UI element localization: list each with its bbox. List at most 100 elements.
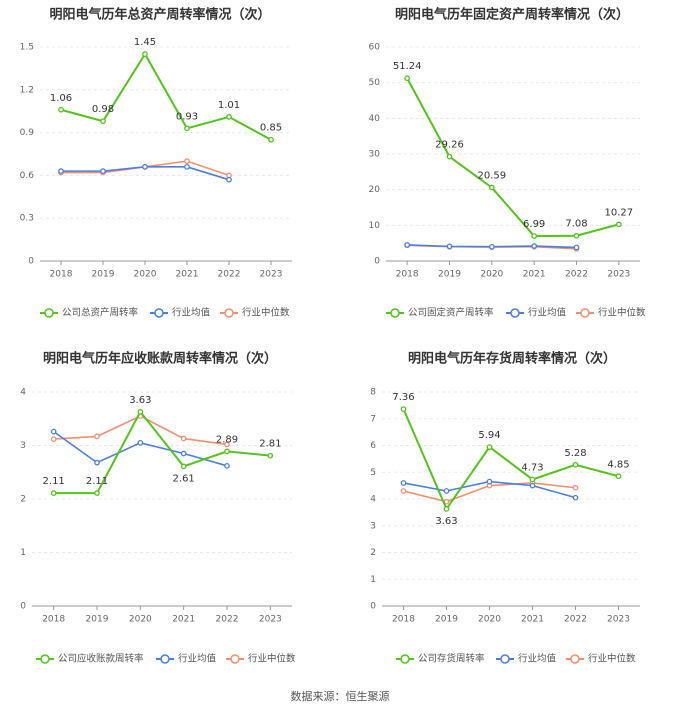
data-point[interactable] xyxy=(446,243,453,250)
data-point[interactable] xyxy=(443,506,450,512)
legend-item-industry-average[interactable]: 行业均值 xyxy=(150,307,211,319)
legend-label: 行业均值 xyxy=(518,653,557,665)
data-source-label: 数据来源：恒生聚源 xyxy=(290,690,390,703)
data-point[interactable] xyxy=(529,482,536,489)
data-point[interactable] xyxy=(58,168,64,174)
data-point[interactable] xyxy=(400,406,407,412)
data-point[interactable] xyxy=(184,163,190,170)
data-point[interactable] xyxy=(443,488,450,494)
data-label: 5.94 xyxy=(478,430,500,441)
data-point[interactable] xyxy=(137,408,144,415)
data-label: 5.28 xyxy=(564,448,586,459)
data-point[interactable] xyxy=(400,488,407,494)
legend-item-company[interactable]: 公司固定资产周转率 xyxy=(386,307,494,319)
y-tick-label: 1 xyxy=(20,548,26,558)
y-tick-label: 0.6 xyxy=(20,171,35,181)
data-label: 0.98 xyxy=(92,104,114,115)
data-point[interactable] xyxy=(404,242,411,248)
data-point[interactable] xyxy=(94,433,100,440)
data-point[interactable] xyxy=(488,184,495,191)
data-point[interactable] xyxy=(224,462,230,469)
data-point[interactable] xyxy=(142,163,148,170)
chart-panel-2: 明阳电气历年固定资产周转率情况（次） 0 10 20 30 40 50 60 2018 2019 2… xyxy=(369,7,646,319)
legend-marker-icon xyxy=(390,308,400,318)
data-point[interactable] xyxy=(572,461,579,468)
data-point[interactable] xyxy=(142,51,148,57)
x-tick-label: 2021 xyxy=(521,615,544,625)
data-point[interactable] xyxy=(267,452,274,459)
data-point[interactable] xyxy=(446,153,453,160)
data-point[interactable] xyxy=(615,221,622,228)
series-line-company xyxy=(402,408,619,511)
legend-item-industry-median[interactable]: 行业中位数 xyxy=(576,307,646,319)
y-tick-label: 60 xyxy=(369,43,381,53)
data-point[interactable] xyxy=(226,114,232,120)
x-tick-label: 2019 xyxy=(92,270,115,280)
legend-item-industry-median[interactable]: 行业中位数 xyxy=(226,653,296,665)
data-point[interactable] xyxy=(268,136,274,143)
data-point[interactable] xyxy=(531,243,538,249)
legend-item-company[interactable]: 公司存货周转率 xyxy=(396,653,485,665)
legend-item-industry-median[interactable]: 行业中位数 xyxy=(220,307,290,319)
legend-marker-icon xyxy=(400,654,410,664)
data-point[interactable] xyxy=(94,459,100,466)
data-point[interactable] xyxy=(573,244,580,251)
data-point[interactable] xyxy=(400,480,407,486)
data-point[interactable] xyxy=(180,463,187,470)
data-point[interactable] xyxy=(180,450,187,457)
data-point[interactable] xyxy=(488,243,495,250)
data-label: 1.01 xyxy=(218,100,240,111)
y-tick-label: 0 xyxy=(374,257,380,267)
data-point[interactable] xyxy=(137,439,144,446)
data-point[interactable] xyxy=(486,444,493,450)
legend-marker-icon xyxy=(154,308,164,318)
data-point[interactable] xyxy=(404,75,411,82)
x-tick-label: 2022 xyxy=(218,270,241,280)
data-point[interactable] xyxy=(180,435,187,442)
data-point[interactable] xyxy=(100,168,106,174)
y-tick-label: 2 xyxy=(20,495,26,505)
legend-item-industry-average[interactable]: 行业均值 xyxy=(506,307,567,319)
data-point[interactable] xyxy=(58,106,64,113)
legend-item-industry-median[interactable]: 行业中位数 xyxy=(566,653,636,665)
legend-item-industry-average[interactable]: 行业均值 xyxy=(496,653,557,665)
legend-label: 公司存货周转率 xyxy=(418,653,485,665)
data-label: 20.59 xyxy=(478,171,507,182)
chart-title: 明阳电气历年应收账款周转率情况（次） xyxy=(43,351,277,367)
y-tick-label: 6 xyxy=(370,441,376,451)
data-point[interactable] xyxy=(573,232,580,239)
legend-marker-icon xyxy=(570,654,580,664)
data-label: 7.36 xyxy=(392,392,414,403)
legend-item-company[interactable]: 公司总资产周转率 xyxy=(40,307,139,319)
data-point[interactable] xyxy=(184,125,190,132)
y-tick-label: 0.9 xyxy=(20,128,35,138)
chart-panel-4: 明阳电气历年存货周转率情况（次） 0 1 2 3 4 5 6 7 8 2018 2019 2020 202… xyxy=(370,351,640,665)
x-tick-label: 2020 xyxy=(478,615,501,625)
data-point[interactable] xyxy=(50,490,57,496)
data-point[interactable] xyxy=(572,494,579,501)
data-point[interactable] xyxy=(529,476,536,483)
data-point[interactable] xyxy=(224,441,230,448)
y-tick-label: 4 xyxy=(370,495,376,505)
data-point[interactable] xyxy=(184,158,190,164)
y-tick-label: 4 xyxy=(20,388,26,398)
data-point[interactable] xyxy=(224,448,230,455)
legend-item-company[interactable]: 公司应收账款周转率 xyxy=(36,653,144,665)
chart-panel-1: 明阳电气历年总资产周转率情况（次） 0 0.3 0.6 0.9 1.2 1.5 2018 201… xyxy=(20,7,292,319)
x-tick-label: 2022 xyxy=(216,615,239,625)
data-point[interactable] xyxy=(572,484,579,491)
data-point[interactable] xyxy=(100,118,106,125)
legend-item-industry-average[interactable]: 行业均值 xyxy=(156,653,217,665)
data-label: 2.11 xyxy=(86,476,108,487)
data-point[interactable] xyxy=(50,428,57,435)
data-point[interactable] xyxy=(94,490,100,496)
data-point[interactable] xyxy=(50,436,57,442)
data-point[interactable] xyxy=(226,176,232,183)
x-tick-label: 2019 xyxy=(86,615,109,625)
data-point[interactable] xyxy=(615,473,622,480)
y-tick-label: 30 xyxy=(369,150,381,160)
legend-marker-icon xyxy=(224,308,234,318)
data-point[interactable] xyxy=(531,233,538,239)
data-point[interactable] xyxy=(486,478,493,485)
